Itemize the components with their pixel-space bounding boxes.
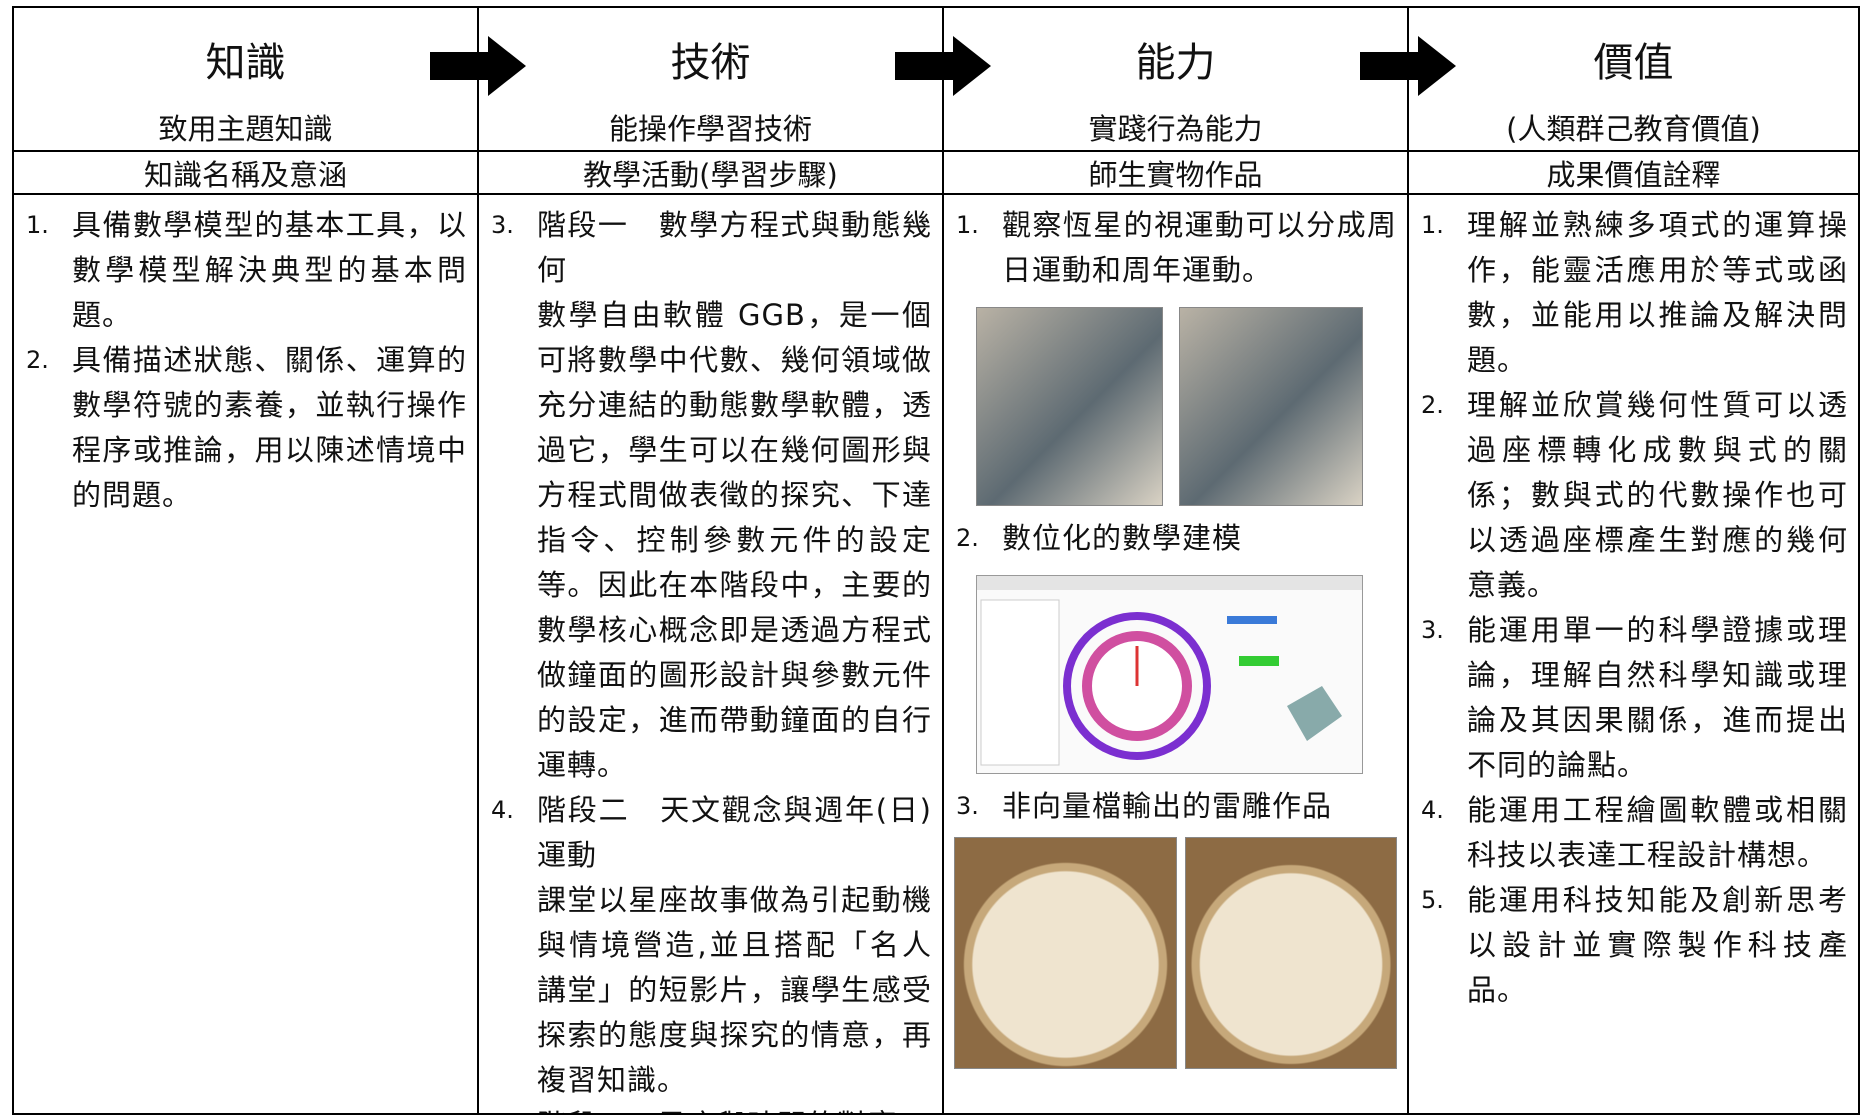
item-text: 階段三 星座與時間的對應	[537, 1103, 932, 1113]
body-cell: 1. 理解並熟練多項式的運算操作，能靈活應用於等式或函數，並能用以推論及解決問題。…	[1409, 195, 1860, 1115]
header-cell: 能力 實踐行為能力	[944, 8, 1409, 152]
item-text: 能運用單一的科學證據或理論，理解自然科學知識或理論及其因果關係，進而提出不同的論…	[1467, 613, 1848, 782]
list-item: 5.階段三 星座與時間的對應	[491, 1103, 932, 1113]
column-title: 能力	[1135, 40, 1216, 86]
item-text: 具備數學模型的基本工具，以數學模型解決典型的基本問題。	[72, 208, 467, 332]
body-cell: 1. 觀察恆星的視運動可以分成周日運動和周年運動。 2. 數位化的數學建模 3.	[944, 195, 1409, 1115]
list-item: 4. 能運用工程繪圖軟體或相關科技以表達工程設計構想。	[1421, 788, 1848, 878]
column-title: 價值	[1593, 40, 1674, 86]
item-detail: 課堂以星座故事做為引起動機與情境營造,並且搭配「名人講堂」的短影片，讓學生感受探…	[537, 883, 932, 1097]
item-number: 1.	[1421, 211, 1444, 239]
item-text: 具備描述狀態、關係、運算的數學符號的素養，並執行操作程序或推論，用以陳述情境中的…	[72, 343, 467, 512]
item-number: 2.	[956, 524, 979, 552]
item-number: 4.	[491, 796, 514, 824]
item-number: 3.	[1421, 616, 1444, 644]
item-text: 理解並欣賞幾何性質可以透過座標轉化成數與式的關係；數與式的代數操作也可以透過座標…	[1467, 388, 1848, 602]
header-cell: 價值 (人類群己教育價值)	[1409, 8, 1860, 152]
header-cell: 知識 致用主題知識	[14, 8, 479, 152]
column-title: 技術	[670, 40, 751, 86]
list-item: 5. 能運用科技知能及創新思考以設計並實際製作科技產品。	[1421, 878, 1848, 1013]
list-item: 1. 具備數學模型的基本工具，以數學模型解決典型的基本問題。	[26, 203, 467, 338]
list-item: 3. 能運用單一的科學證據或理論，理解自然科學知識或理論及其因果關係，進而提出不同…	[1421, 608, 1848, 788]
column-heading: 師生實物作品	[944, 152, 1409, 195]
column-title: 知識	[205, 40, 286, 86]
item-text: 能運用科技知能及創新思考以設計並實際製作科技產品。	[1467, 883, 1848, 1007]
list-item: 1. 理解並熟練多項式的運算操作，能靈活應用於等式或函數，並能用以推論及解決問題。	[1421, 203, 1848, 383]
list-item: 3. 階段一 數學方程式與動態幾何	[491, 203, 932, 293]
item-number: 2.	[1421, 391, 1444, 419]
list-item: 3. 非向量檔輸出的雷雕作品	[956, 784, 1397, 829]
item-number: 1.	[956, 211, 979, 239]
item-text: 階段二 天文觀念與週年(日)運動	[537, 793, 932, 872]
column-subtitle: 致用主題知識	[158, 112, 333, 146]
item-text: 階段一 數學方程式與動態幾何	[537, 208, 932, 287]
item-number: 3.	[956, 792, 979, 820]
item-number: 5.	[1421, 886, 1444, 914]
item-text: 能運用工程繪圖軟體或相關科技以表達工程設計構想。	[1467, 793, 1848, 872]
list-item: 1. 觀察恆星的視運動可以分成周日運動和周年運動。	[956, 203, 1397, 293]
item-number: 5.	[491, 1103, 537, 1113]
list-item: 2. 理解並欣賞幾何性質可以透過座標轉化成數與式的關係；數與式的代數操作也可以透過…	[1421, 383, 1848, 608]
list-item: 4. 階段二 天文觀念與週年(日)運動	[491, 788, 932, 878]
column-subtitle: (人類群己教育價值)	[1506, 112, 1761, 146]
photo-row	[954, 837, 1397, 1069]
item-detail: 數學自由軟體 GGB，是一個可將數學中代數、幾何領域做充分連結的動態數學軟體，透…	[537, 298, 932, 782]
list-item: 2. 數位化的數學建模	[956, 516, 1397, 561]
column-heading: 教學活動(學習步驟)	[479, 152, 944, 195]
column-subtitle: 實踐行為能力	[1088, 112, 1263, 146]
photo	[1185, 837, 1397, 1069]
photo	[954, 837, 1178, 1069]
item-number: 1.	[26, 211, 49, 239]
screenshot-art	[977, 576, 1362, 766]
photo	[976, 307, 1163, 506]
item-number: 2.	[26, 346, 49, 374]
table: 知識致用主題知識 技術能操作學習技術 能力實踐行為能力 價值 (人類群己教育價值)…	[12, 6, 1860, 1115]
item-text: 理解並熟練多項式的運算操作，能靈活應用於等式或函數，並能用以推論及解決問題。	[1467, 208, 1848, 377]
photo-row	[976, 575, 1397, 774]
body-cell: 1. 具備數學模型的基本工具，以數學模型解決典型的基本問題。 2. 具備描述狀態、關…	[14, 195, 479, 1115]
item-text: 數位化的數學建模	[1002, 521, 1243, 555]
item-text: 觀察恆星的視運動可以分成周日運動和周年運動。	[1002, 208, 1397, 287]
photo	[1179, 307, 1363, 506]
list-item: 2. 具備描述狀態、關係、運算的數學符號的素養，並執行操作程序或推論，用以陳述情境…	[26, 338, 467, 518]
header-cell: 技術 能操作學習技術	[479, 8, 944, 152]
column-heading: 知識名稱及意涵	[14, 152, 479, 195]
body-cell: 3. 階段一 數學方程式與動態幾何 數學自由軟體 GGB，是一個可將數學中代數、幾…	[479, 195, 944, 1115]
screenshot	[976, 575, 1363, 774]
column-heading: 成果價值詮釋	[1409, 152, 1860, 195]
item-number: 4.	[1421, 796, 1444, 824]
item-text: 非向量檔輸出的雷雕作品	[1002, 789, 1333, 823]
column-subtitle: 能操作學習技術	[608, 112, 812, 146]
photo-row	[976, 307, 1397, 506]
item-number: 3.	[491, 211, 514, 239]
